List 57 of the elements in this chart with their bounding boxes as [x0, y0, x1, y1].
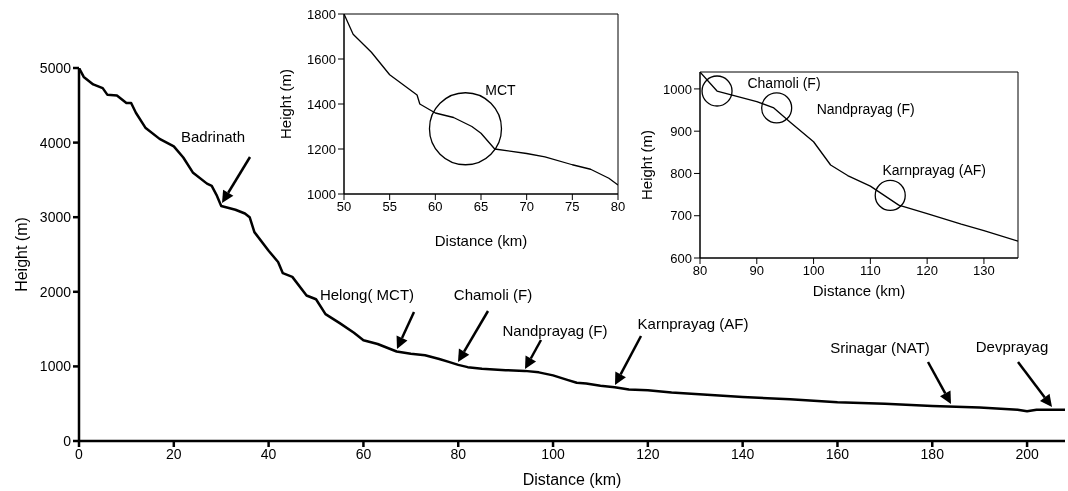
- x-tick-label: 140: [730, 445, 755, 462]
- y-tick-label: 2000: [39, 283, 72, 300]
- annotation: Nandprayag (F): [816, 100, 915, 117]
- x-tick-label: 90: [749, 263, 765, 279]
- x-tick-label: 120: [916, 263, 938, 279]
- annotation: Chamoli (F): [453, 285, 533, 303]
- annotation: Devprayag: [975, 337, 1049, 355]
- x-tick-label: 180: [920, 445, 945, 462]
- x-tick-label: 130: [973, 263, 995, 279]
- x-tick-label: 160: [825, 445, 850, 462]
- annotation: Nandprayag (F): [502, 321, 608, 339]
- x-tick-label: 55: [382, 199, 397, 215]
- x-tick-label: 0: [75, 445, 84, 462]
- x-axis-title: Distance (km): [522, 471, 622, 488]
- y-tick-label: 600: [670, 250, 692, 266]
- y-tick-label: 1400: [307, 96, 336, 112]
- y-axis-title: Height (m): [638, 129, 656, 201]
- x-tick-label: 20: [166, 445, 182, 462]
- annotation: MCT: [485, 82, 517, 99]
- annotation: Karnprayag (AF): [882, 162, 986, 179]
- y-tick-label: 1000: [663, 81, 692, 97]
- annotation: Helong( MCT): [319, 285, 415, 303]
- x-tick-label: 65: [473, 199, 489, 215]
- y-tick-label: 1000: [307, 186, 336, 202]
- y-tick-label: 4000: [39, 134, 72, 151]
- y-tick-label: 1000: [39, 358, 72, 375]
- x-tick-label: 110: [859, 263, 881, 279]
- x-axis-title: Distance (km): [812, 282, 906, 299]
- x-tick-label: 80: [610, 199, 626, 215]
- y-tick-label: 800: [670, 166, 692, 182]
- x-tick-label: 60: [428, 199, 443, 215]
- y-tick-label: 1600: [307, 51, 336, 67]
- y-tick-label: 1800: [307, 6, 336, 22]
- y-tick-label: 900: [670, 123, 692, 139]
- x-tick-label: 50: [336, 199, 352, 215]
- x-tick-label: 80: [692, 263, 708, 279]
- x-tick-label: 100: [541, 445, 565, 462]
- annotation: Karnprayag (AF): [637, 314, 749, 332]
- y-tick-label: 700: [670, 208, 692, 224]
- y-tick-label: 0: [63, 432, 72, 449]
- y-axis-title: Height (m): [12, 217, 30, 292]
- annotation: Srinagar (NAT): [830, 338, 930, 356]
- x-tick-label: 40: [260, 445, 277, 462]
- y-tick-label: 5000: [39, 59, 72, 76]
- annotation: Chamoli (F): [747, 74, 821, 91]
- x-tick-label: 120: [636, 445, 660, 462]
- y-tick-label: 1200: [307, 141, 336, 157]
- x-axis-title: Distance (km): [434, 232, 528, 249]
- x-tick-label: 60: [355, 445, 372, 462]
- y-axis-title: Height (m): [277, 68, 295, 140]
- x-tick-label: 100: [802, 263, 825, 279]
- annotation: Badrinath: [180, 127, 246, 145]
- x-tick-label: 70: [519, 199, 534, 215]
- x-tick-label: 200: [1015, 445, 1039, 462]
- x-tick-label: 80: [450, 445, 467, 462]
- y-tick-label: 3000: [39, 209, 72, 226]
- x-tick-label: 75: [565, 199, 580, 215]
